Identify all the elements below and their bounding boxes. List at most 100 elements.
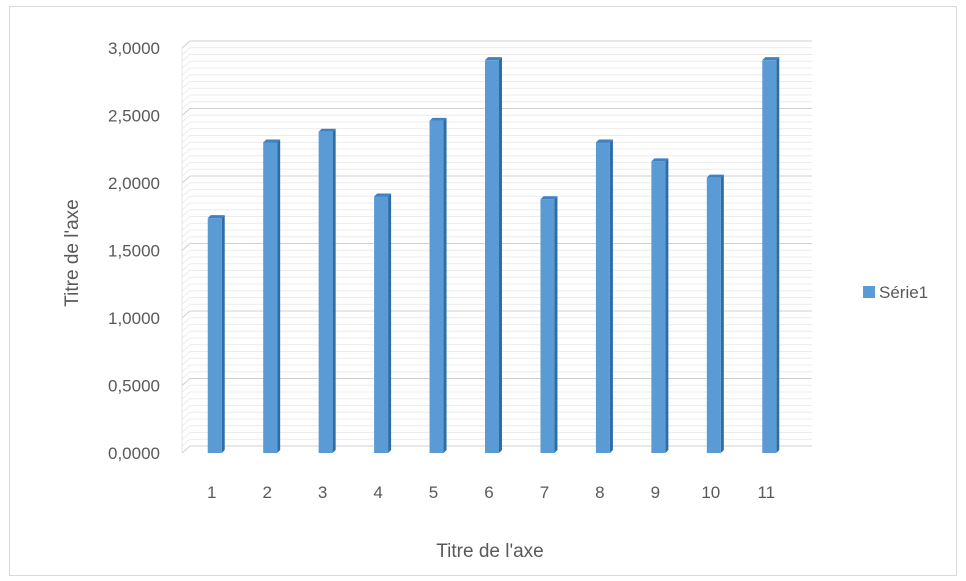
x-tick-label: 6	[484, 483, 493, 502]
bar-front	[540, 199, 555, 453]
bar-front	[374, 196, 389, 453]
minor-gridline-side	[181, 438, 191, 447]
x-tick-label: 5	[429, 483, 438, 502]
minor-gridline-side	[181, 371, 191, 380]
bar-side	[720, 174, 724, 453]
minor-gridline-side	[181, 249, 191, 258]
bar-top	[651, 158, 669, 162]
y-tick-label: 2,0000	[108, 174, 160, 193]
minor-gridline-side	[181, 337, 191, 346]
major-gridline-side	[181, 175, 191, 184]
bar	[762, 57, 780, 454]
minor-gridline-side	[181, 141, 191, 150]
minor-gridline-side	[181, 236, 191, 245]
minor-gridline-side	[181, 222, 191, 231]
minor-gridline-side	[181, 74, 191, 83]
bar-front	[706, 177, 721, 453]
bar-front	[207, 218, 222, 453]
bar-side	[609, 139, 613, 453]
minor-gridline-side	[181, 351, 191, 359]
minor-gridline-side	[181, 101, 191, 110]
y-tick-labels: 0,0000 0,5000 1,0000 1,5000 2,0000 2,5000 3,00…	[108, 39, 160, 463]
minor-gridline-side	[181, 94, 191, 103]
bar-top	[595, 139, 613, 143]
bar	[429, 117, 447, 454]
x-axis-title: Titre de l'axe	[436, 541, 543, 562]
minor-gridline-side	[181, 357, 191, 366]
minor-gridline-side	[181, 148, 191, 157]
minor-gridline-side	[181, 398, 191, 407]
minor-gridline-side	[181, 121, 191, 130]
bar	[651, 158, 669, 453]
x-tick-label: 8	[595, 483, 604, 502]
minor-gridline-side	[181, 202, 191, 211]
bar-side	[665, 158, 669, 453]
major-gridline-side	[181, 108, 191, 116]
minor-gridline-side	[181, 67, 191, 76]
bar-front	[651, 161, 666, 453]
minor-gridline-side	[181, 209, 191, 218]
bar-front	[318, 131, 333, 453]
legend-swatch	[863, 286, 875, 298]
minor-gridline-side	[181, 263, 191, 272]
bar-side	[221, 215, 225, 453]
y-tick-label: 0,5000	[108, 377, 160, 396]
y-tick-label: 1,0000	[108, 309, 160, 328]
minor-gridline-side	[181, 155, 191, 164]
bar-front	[485, 60, 499, 454]
minor-gridline-side	[181, 391, 191, 400]
bar	[263, 139, 281, 453]
bar-top	[429, 117, 447, 121]
minor-gridline-side	[181, 425, 191, 434]
x-tick-label: 1	[207, 483, 216, 502]
bar-top	[540, 196, 558, 200]
bar-top	[207, 215, 225, 219]
y-tick-label: 2,5000	[108, 107, 160, 126]
bar	[207, 215, 225, 453]
y-tick-label: 0,0000	[108, 444, 160, 463]
bar-top	[762, 57, 780, 61]
minor-gridline-side	[181, 162, 191, 170]
minor-gridline-side	[181, 54, 191, 62]
x-tick-label: 3	[318, 483, 327, 502]
bar-side	[776, 57, 780, 454]
minor-gridline-side	[181, 344, 191, 353]
bar-top	[706, 174, 724, 178]
bar-side	[277, 139, 281, 453]
major-gridline-side	[181, 40, 191, 49]
minor-gridline-side	[181, 290, 191, 299]
x-tick-labels: 1 2 3 4 5 6 7 8 9 10 11	[207, 483, 775, 502]
bar	[540, 196, 558, 453]
y-tick-label: 1,5000	[108, 242, 160, 261]
legend: Série1	[863, 283, 928, 302]
minor-gridline-side	[181, 276, 191, 285]
bar-side	[443, 117, 447, 454]
bar	[706, 174, 724, 453]
minor-gridline-side	[181, 182, 191, 191]
y-axis-title: Titre de l'axe	[62, 199, 83, 306]
bar-front	[263, 142, 278, 453]
major-gridline-side	[181, 310, 191, 319]
bar-top	[318, 128, 336, 132]
x-tick-label: 10	[701, 483, 720, 502]
minor-gridline-side	[181, 87, 191, 96]
x-tick-label: 2	[262, 483, 271, 502]
minor-gridline-side	[181, 195, 191, 204]
minor-gridline-side	[181, 168, 191, 177]
minor-gridline-side	[181, 405, 191, 413]
minor-gridline-side	[181, 297, 191, 305]
bar	[374, 193, 392, 453]
x-tick-label: 11	[757, 483, 775, 502]
legend-label: Série1	[879, 283, 928, 302]
minor-gridline-side	[181, 384, 191, 393]
bar-side	[499, 57, 502, 454]
minor-gridline-side	[181, 317, 191, 326]
bar	[318, 128, 336, 453]
minor-gridline-side	[181, 81, 191, 89]
bar-front	[595, 142, 610, 453]
minor-gridline-side	[181, 324, 191, 332]
minor-gridline-side	[181, 418, 191, 427]
minor-gridline-side	[181, 270, 191, 278]
major-gridline-side	[181, 243, 191, 251]
minor-gridline-side	[181, 364, 191, 373]
